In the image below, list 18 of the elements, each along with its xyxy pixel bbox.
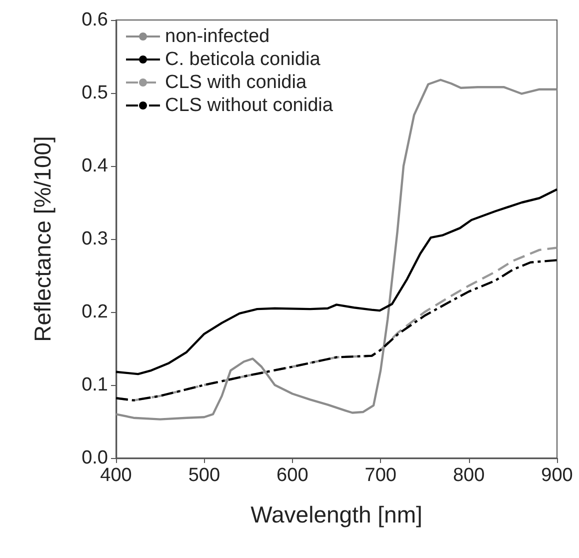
x-tick-label: 600 <box>276 465 308 486</box>
x-tick-label: 800 <box>452 465 485 486</box>
y-tick-label: 0.4 <box>82 156 108 176</box>
legend-label: CLS without conidia <box>165 95 334 116</box>
x-axis-title: Wavelength [nm] <box>250 502 422 528</box>
line-series <box>114 188 558 376</box>
y-axis-title: Reflectance [%/100] <box>30 136 56 342</box>
legend-label: non-infected <box>165 26 270 47</box>
y-tick-label: 0.6 <box>82 10 108 30</box>
y-tick-label: 0.1 <box>82 374 108 396</box>
y-tick-label: 0.5 <box>82 82 108 104</box>
x-tick-label: 900 <box>541 465 573 486</box>
x-tick-label: 500 <box>188 465 220 486</box>
legend-label: CLS with conidia <box>165 72 307 93</box>
y-tick-label: 0.3 <box>82 228 108 250</box>
y-tick-label: 0.2 <box>82 302 108 322</box>
legend-label: C. beticola conidia <box>165 49 321 70</box>
x-tick-label: 700 <box>364 465 396 486</box>
